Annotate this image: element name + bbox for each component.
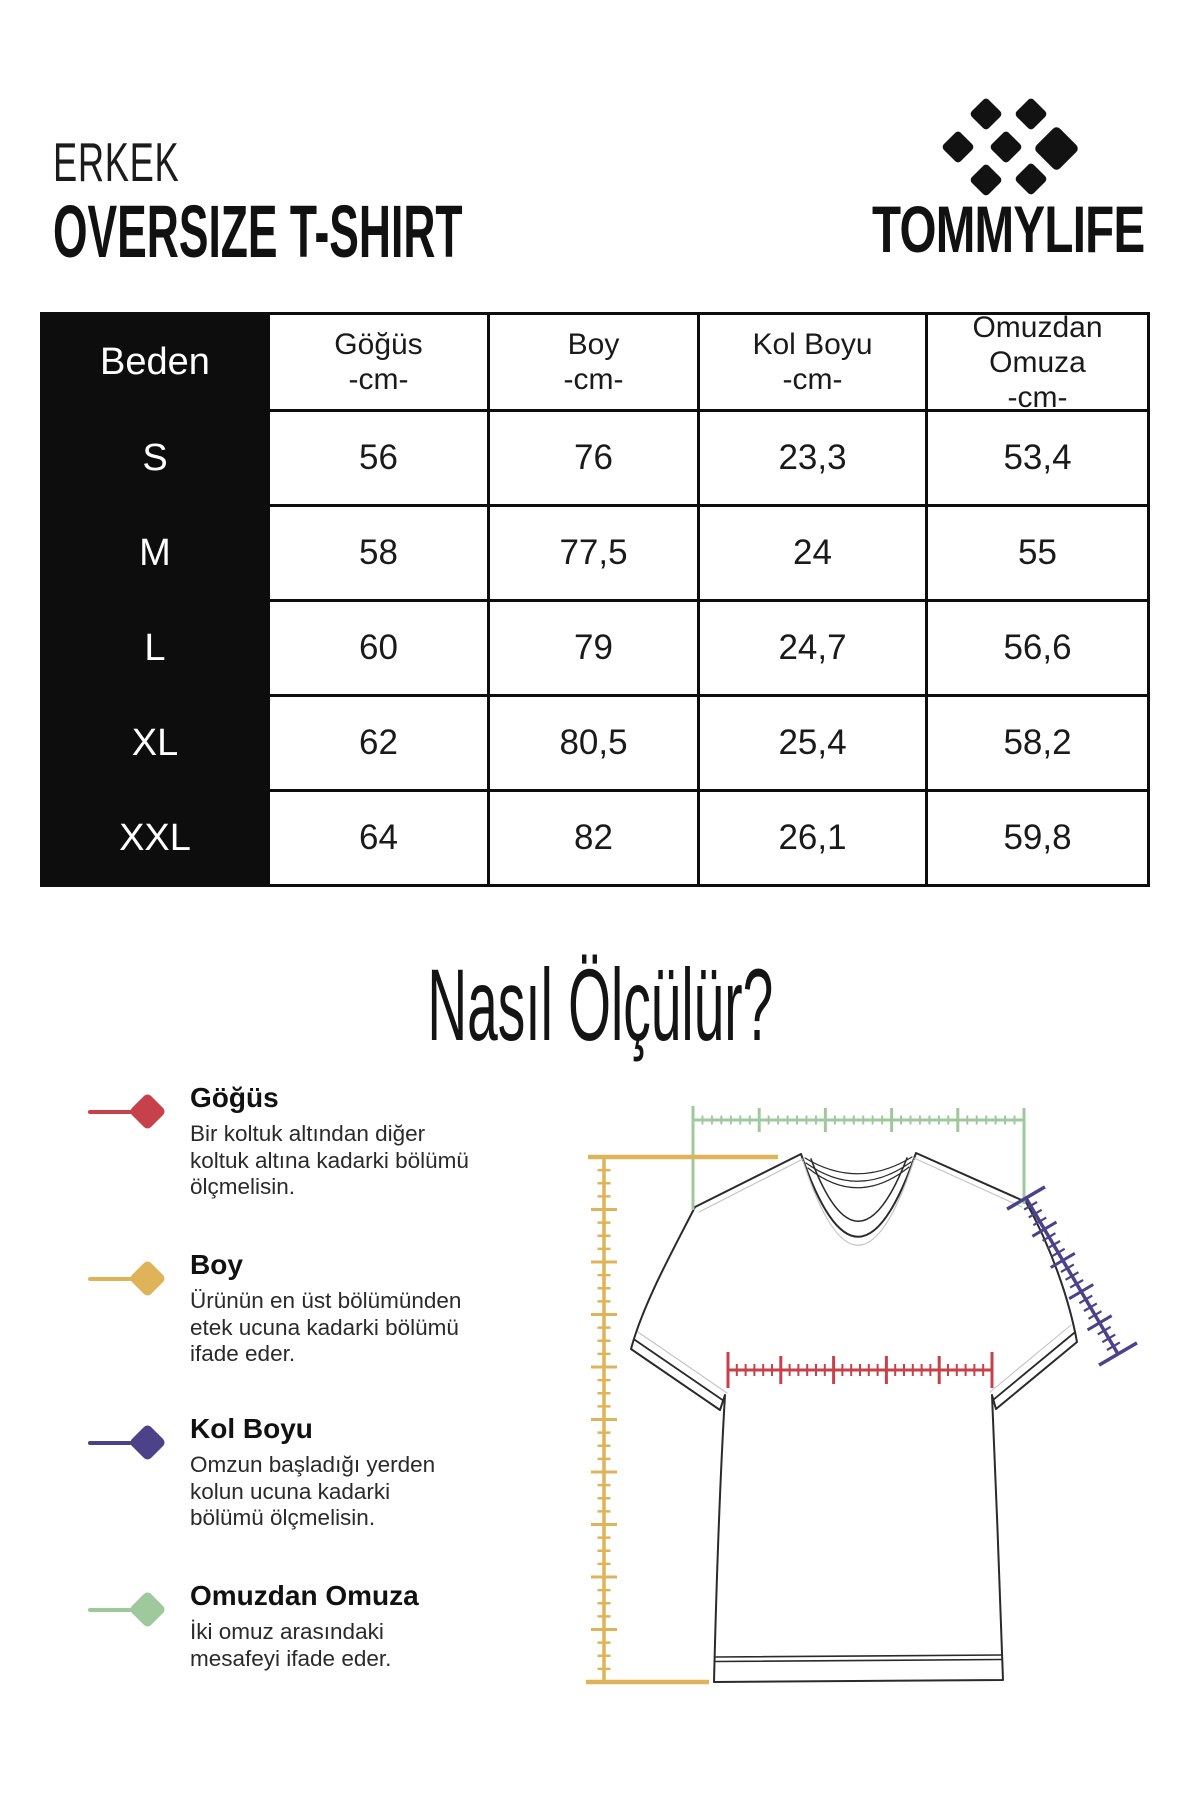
col-header-shoulder: Omuzdan Omuza -cm-: [928, 311, 1147, 414]
cell-m-chest: 58: [270, 507, 487, 599]
sleeve-title: Kol Boyu: [190, 1413, 313, 1444]
product-title: OVERSIZE T-SHIRT: [53, 190, 463, 273]
measure-guide-title: Nasıl Ölçülür?: [427, 948, 773, 1062]
cell-xxl-shoulder: 59,8: [928, 792, 1147, 884]
length-diamond-icon: [128, 1259, 167, 1298]
sleeve-marker-line: [88, 1441, 152, 1445]
sleeve-diamond-icon: [128, 1423, 167, 1462]
size-table-corner: Beden: [43, 315, 267, 409]
row-label-s: S: [43, 412, 267, 504]
measure-item-shoulder: Omuzdan Omuza İki omuz arasındaki mesafe…: [0, 1580, 520, 1672]
cell-l-length: 79: [490, 602, 697, 694]
shoulder-diamond-icon: [128, 1590, 167, 1629]
cell-l-shoulder: 56,6: [928, 602, 1147, 694]
shoulder-ruler: [691, 1106, 1026, 1210]
cell-xl-shoulder: 58,2: [928, 697, 1147, 789]
chest-marker-line: [88, 1110, 152, 1114]
chest-ruler: [726, 1352, 994, 1388]
sleeve-description: Omzun başladığı yerden kolun ucuna kadar…: [190, 1452, 436, 1530]
chest-description: Bir koltuk altından diğer koltuk altına …: [190, 1121, 469, 1199]
cell-xxl-length: 82: [490, 792, 697, 884]
cell-m-shoulder: 55: [928, 507, 1147, 599]
shoulder-description: İki omuz arasındaki mesafeyi ifade eder.: [190, 1619, 392, 1671]
length-marker-line: [88, 1277, 152, 1281]
product-category: ERKEK: [53, 131, 180, 193]
cell-xxl-chest: 64: [270, 792, 487, 884]
length-description: Ürünün en üst bölümünden etek ucuna kada…: [190, 1288, 462, 1366]
brand-wordmark: TOMMYLIFE: [872, 192, 1145, 266]
cell-xl-chest: 62: [270, 697, 487, 789]
cell-l-sleeve: 24,7: [700, 602, 925, 694]
col-header-chest: Göğüs -cm-: [270, 315, 487, 409]
cell-m-length: 77,5: [490, 507, 697, 599]
length-ruler: [586, 1154, 778, 1685]
size-table: Beden Göğüs -cm- Boy -cm- Kol Boyu -cm- Omu…: [40, 311, 1150, 887]
cell-m-sleeve: 24: [700, 507, 925, 599]
tshirt-outline: [630, 1152, 1078, 1683]
cell-xxl-sleeve: 26,1: [700, 792, 925, 884]
shoulder-title: Omuzdan Omuza: [190, 1580, 419, 1611]
chest-diamond-icon: [128, 1092, 167, 1131]
cell-xl-length: 80,5: [490, 697, 697, 789]
cell-s-chest: 56: [270, 412, 487, 504]
col-header-sleeve: Kol Boyu -cm-: [700, 315, 925, 409]
cell-s-shoulder: 53,4: [928, 412, 1147, 504]
shoulder-marker-line: [88, 1608, 152, 1612]
measure-item-length: Boy Ürünün en üst bölümünden etek ucuna …: [0, 1249, 520, 1368]
cell-xl-sleeve: 25,4: [700, 697, 925, 789]
chest-title: Göğüs: [190, 1082, 279, 1113]
length-title: Boy: [190, 1249, 243, 1280]
row-label-xl: XL: [43, 697, 267, 789]
sleeve-ruler: [1006, 1185, 1138, 1367]
row-label-xxl: XXL: [43, 792, 267, 884]
col-header-length: Boy -cm-: [490, 315, 697, 409]
row-label-l: L: [43, 602, 267, 694]
cell-l-chest: 60: [270, 602, 487, 694]
measure-item-sleeve: Kol Boyu Omzun başladığı yerden kolun uc…: [0, 1413, 520, 1532]
row-label-m: M: [43, 507, 267, 599]
cell-s-length: 76: [490, 412, 697, 504]
measure-item-chest: Göğüs Bir koltuk altından diğer koltuk a…: [0, 1082, 520, 1201]
cell-s-sleeve: 23,3: [700, 412, 925, 504]
measurement-diagram: [586, 1106, 1138, 1685]
